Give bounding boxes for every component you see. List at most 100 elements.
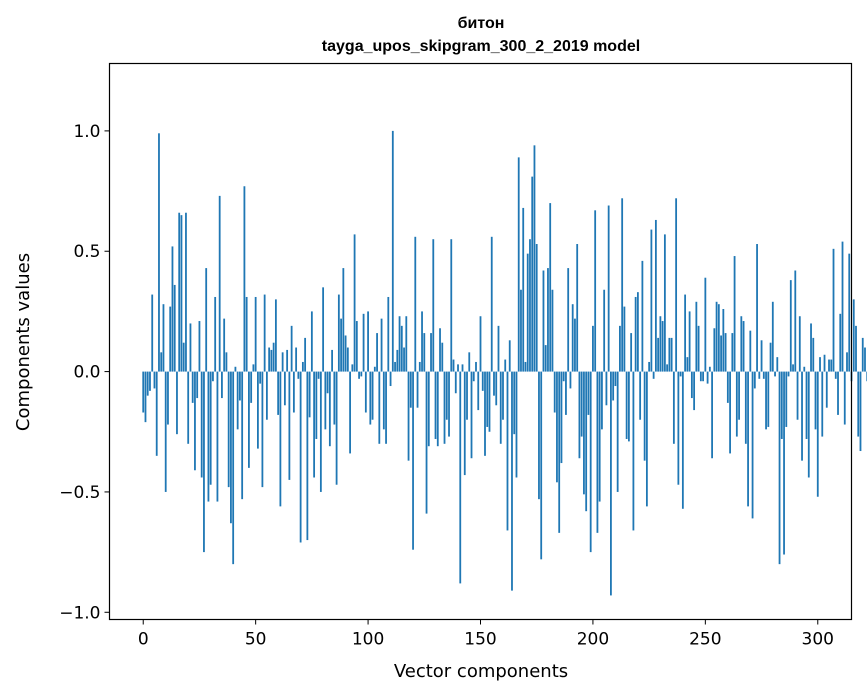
bar — [776, 357, 779, 372]
bar — [176, 371, 178, 435]
bar — [443, 371, 446, 444]
bar — [524, 361, 527, 372]
bar — [407, 371, 410, 461]
bar — [688, 311, 691, 372]
bar — [526, 253, 529, 372]
bar — [191, 371, 194, 403]
bar — [801, 371, 803, 461]
bar — [185, 212, 187, 372]
bar — [425, 371, 428, 514]
bar — [538, 371, 540, 500]
bar — [578, 371, 581, 459]
bar — [690, 371, 693, 399]
bar — [639, 371, 642, 420]
bar — [780, 371, 783, 439]
bar — [837, 371, 839, 415]
bar — [535, 244, 538, 372]
bar — [596, 371, 599, 533]
bar — [677, 371, 680, 485]
bar — [466, 371, 468, 420]
bar — [277, 371, 280, 415]
bar — [254, 296, 257, 372]
y-axis: −1.0 −0.5 0.0 0.5 1.0 — [59, 122, 110, 623]
bar — [684, 294, 687, 372]
bar — [722, 309, 725, 372]
bar — [531, 176, 534, 372]
bar — [855, 325, 857, 372]
bar — [544, 345, 547, 372]
y-axis-label: Components values — [13, 253, 34, 431]
bar — [218, 195, 221, 372]
bar — [409, 371, 412, 408]
y-tick-label: 0.5 — [73, 242, 100, 262]
bar — [814, 371, 817, 430]
bar — [625, 371, 628, 439]
bar — [816, 371, 819, 497]
bar — [450, 239, 453, 372]
bar — [668, 337, 671, 372]
bar — [695, 301, 698, 372]
bar — [686, 357, 689, 372]
bar — [452, 359, 455, 372]
bar — [529, 239, 531, 372]
bar — [598, 371, 601, 502]
bar — [765, 371, 767, 430]
bar — [445, 371, 448, 420]
bar — [843, 371, 846, 425]
bar — [344, 335, 347, 372]
bar — [515, 371, 518, 478]
x-axis-label: Vector components — [394, 661, 568, 682]
bar — [645, 371, 648, 507]
bar — [652, 371, 655, 379]
bar — [216, 371, 219, 502]
bar — [144, 371, 147, 423]
bar — [499, 371, 502, 444]
x-tick-label: 0 — [138, 630, 149, 650]
bar — [828, 359, 830, 372]
bar — [697, 325, 700, 372]
bar — [540, 371, 543, 560]
bar — [798, 316, 801, 372]
bar — [331, 349, 333, 372]
bar — [542, 270, 545, 372]
bar — [803, 366, 806, 372]
bar — [369, 371, 372, 425]
bar — [756, 244, 758, 372]
bar — [234, 366, 237, 372]
bar — [385, 371, 387, 444]
bar — [589, 371, 592, 553]
bar — [200, 371, 203, 478]
bar — [610, 371, 612, 596]
bar — [221, 371, 223, 399]
bar — [448, 371, 450, 437]
bar — [459, 371, 462, 584]
y-tick-label: 0.0 — [73, 363, 100, 383]
bar — [594, 210, 597, 372]
bar — [430, 333, 432, 372]
x-tick-label: 300 — [802, 630, 834, 650]
bar — [171, 246, 174, 372]
bar — [182, 342, 185, 372]
bar — [436, 371, 439, 447]
bar — [270, 349, 273, 372]
bar — [571, 304, 574, 372]
bar — [812, 337, 815, 372]
bar — [477, 371, 480, 411]
bar — [142, 371, 145, 413]
bar — [834, 371, 837, 379]
bar — [810, 323, 812, 372]
bar — [283, 371, 286, 406]
bar — [553, 371, 556, 413]
bar — [353, 234, 356, 372]
bar — [508, 340, 511, 372]
bar — [767, 371, 770, 427]
bar — [713, 328, 716, 372]
bar — [753, 371, 756, 389]
bar — [194, 371, 196, 471]
bar — [351, 364, 354, 372]
bar — [225, 352, 228, 372]
bar — [846, 352, 848, 372]
bar — [274, 299, 277, 372]
bar — [308, 371, 311, 418]
bar — [607, 205, 610, 372]
